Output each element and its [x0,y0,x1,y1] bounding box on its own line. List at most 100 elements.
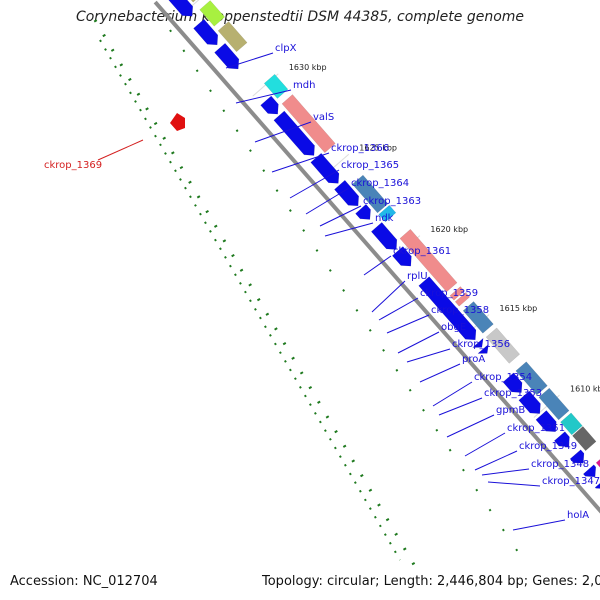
cds-gene[interactable] [582,464,597,478]
kbp-tick-label: 1625 kbp [359,144,397,153]
feature-gene[interactable] [462,301,494,334]
gene-label[interactable]: rplU [407,271,428,282]
feature-gene[interactable] [378,204,397,223]
gene-leader-line [512,519,566,531]
backbone-line [153,0,600,514]
gene-label[interactable]: ckrop_1359 [420,288,478,299]
feature-gene[interactable] [572,426,597,452]
cds-gene[interactable] [518,390,541,414]
accession-text: Accession: NC_012704 [10,574,158,589]
feature-gene[interactable] [263,73,289,99]
gene-leader-line [254,121,312,143]
cds-gene[interactable] [193,18,219,46]
gene-features[interactable] [164,0,600,588]
cds-gene[interactable] [535,410,557,432]
feature-gene[interactable] [180,0,204,3]
gene-leader-line [378,297,419,321]
gene-leader-line [487,481,541,487]
feature-gene[interactable] [485,327,521,364]
feature-gene[interactable] [560,412,583,436]
gene-leader-line [397,331,440,354]
cds-gene[interactable] [553,431,570,448]
feature-gene[interactable] [399,228,458,293]
cds-gene[interactable] [472,337,484,348]
gene-leader-line [481,468,530,476]
gene-label-group: clpX mdh valS ckrop_1366 ckrop_1365 ckrop_136… [44,43,600,531]
reverse-gene-label[interactable]: ckrop_1369 [44,160,102,171]
cds-gene[interactable] [370,222,398,250]
gene-label[interactable]: ckrop_1366 [331,143,389,154]
gene-leader-line [406,348,451,363]
cds-gene[interactable] [418,276,477,341]
cds-gene[interactable] [260,95,279,115]
gene-label[interactable]: ckrop_1358 [431,305,489,316]
kbp-tick-label: 1630 kbp [289,63,327,72]
gene-leader-line [225,52,274,69]
gene-label[interactable]: holA [567,510,589,521]
cds-gene[interactable] [164,0,194,17]
reverse-leader-line [97,139,144,161]
feature-gene[interactable] [454,292,471,307]
gene-leader-line [464,432,506,457]
feature-gene[interactable] [595,454,600,471]
gene-leader-line [386,314,430,334]
cds-gene[interactable] [477,343,489,354]
gene-label[interactable]: ckrop_1353 [484,388,542,399]
gene-leader-line [305,187,350,215]
gene-label[interactable]: proA [462,354,485,365]
cds-gene[interactable] [391,246,412,267]
gene-label[interactable]: ckrop_1364 [351,178,409,189]
gene-leader-line [271,152,330,173]
gene-label[interactable]: gpmB [496,405,525,416]
gene-leader-line [432,381,473,407]
feature-gene[interactable] [199,0,226,27]
gene-leader-line [235,89,292,104]
cds-gene[interactable] [594,478,600,489]
gene-leader-line [324,222,374,237]
kbp-tick-label: 1615 kbp [500,304,538,313]
cds-gene[interactable] [569,449,585,464]
gene-label[interactable]: ckrop_1354 [474,372,532,383]
feature-gene[interactable] [449,286,465,301]
gene-label[interactable]: ckrop_1361 [393,246,451,257]
gc-track-line-1 [93,19,422,576]
gene-leader-line [446,414,495,438]
feature-gene[interactable] [515,361,548,396]
topology-text: Topology: circular; Length: 2,446,804 bp… [262,574,600,589]
gene-label[interactable]: ckrop_1347 [542,476,600,487]
gene-label[interactable]: ckrop_1356 [452,339,510,350]
gene-label[interactable]: ndk [375,213,394,224]
gene-leader-line [419,363,461,383]
gene-label[interactable]: mdh [293,80,315,91]
gene-leader-line [319,205,362,227]
reverse-gene[interactable] [170,113,185,131]
feature-gene[interactable] [281,94,336,154]
gene-label[interactable]: ckrop_1363 [363,196,421,207]
feature-gene[interactable] [352,174,389,214]
gene-label[interactable]: valS [313,112,334,123]
gene-leader-line [438,397,483,416]
gene-label[interactable]: clpX [275,43,297,54]
genome-backbone [153,0,600,514]
cds-gene[interactable] [273,110,315,156]
gene-leader-line [289,169,340,199]
cds-gene[interactable] [502,372,523,393]
gene-leader-line [474,450,518,471]
gene-label[interactable]: ckrop_1351 [507,423,565,434]
feature-gene[interactable] [538,387,570,421]
gene-leader-line [371,280,406,313]
gene-label[interactable]: ckrop_1349 [519,441,577,452]
gene-label[interactable]: ckrop_1348 [531,459,589,470]
gene-label[interactable]: ckrop_1365 [341,160,399,171]
gene-label[interactable]: obgE [441,322,466,333]
cds-gene[interactable] [310,152,340,184]
gc-skew-track [93,19,521,576]
cds-gene[interactable] [334,179,359,207]
kbp-tick-label: 1620 kbp [430,225,468,234]
gc-track-line-2 [99,39,401,561]
kbp-tick-label: 1610 kbp [570,385,600,394]
feature-gene[interactable] [217,21,248,53]
cds-gene[interactable] [355,203,371,220]
